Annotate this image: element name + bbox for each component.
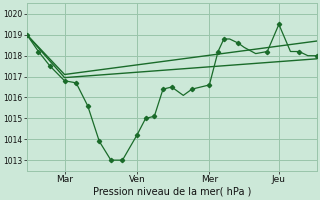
X-axis label: Pression niveau de la mer( hPa ): Pression niveau de la mer( hPa ) bbox=[92, 187, 251, 197]
